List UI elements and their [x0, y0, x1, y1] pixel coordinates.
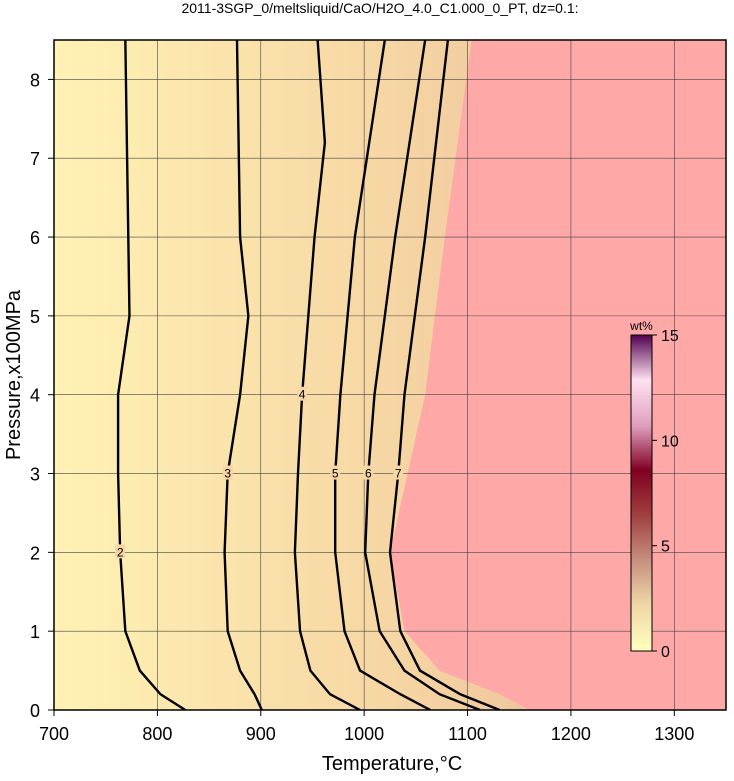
- contour-line: [363, 40, 481, 710]
- y-tick-label: 4: [30, 386, 40, 406]
- contour-label: 7: [395, 467, 402, 481]
- y-tick-label: 3: [30, 465, 40, 485]
- contour-label: 3: [224, 467, 231, 481]
- x-tick-label: 1100: [448, 724, 487, 744]
- y-tick-label: 2: [30, 543, 40, 563]
- x-tick-label: 1300: [654, 724, 694, 744]
- contour-line: [334, 40, 431, 710]
- colorbar-tick-label: 5: [661, 539, 670, 556]
- colorbar: [630, 334, 653, 652]
- x-tick-label: 700: [39, 724, 69, 744]
- colorbar-label: wt%: [629, 319, 653, 333]
- y-tick-label: 1: [30, 622, 40, 642]
- y-tick-label: 0: [30, 701, 40, 721]
- x-tick-label: 1000: [344, 724, 384, 744]
- colorbar-tick-label: 0: [661, 644, 670, 661]
- contour-label: 5: [332, 467, 339, 481]
- y-axis-label: Pressure,x100MPa: [3, 289, 25, 460]
- contour-label: 6: [365, 467, 372, 481]
- colorbar-tick-label: 10: [661, 433, 679, 450]
- contour-line: [388, 40, 501, 710]
- x-tick-label: 800: [142, 724, 172, 744]
- y-tick-label: 8: [30, 70, 40, 90]
- contour-label: 4: [299, 388, 306, 402]
- y-tick-label: 5: [30, 307, 40, 327]
- x-tick-label: 900: [246, 724, 276, 744]
- contour-line: [223, 40, 263, 710]
- y-tick-label: 7: [30, 149, 40, 169]
- chart-title: 2011-3SGP_0/meltsliquid/CaO/H2O_4.0_C1.0…: [181, 0, 578, 16]
- x-axis-label: Temperature,°C: [322, 753, 462, 775]
- contour-line: [293, 40, 361, 710]
- contour-label: 2: [117, 545, 124, 559]
- plot-frame: [53, 39, 727, 711]
- x-tick-label: 1200: [551, 724, 591, 744]
- y-tick-label: 6: [30, 228, 40, 248]
- colorbar-tick-label: 15: [661, 328, 679, 345]
